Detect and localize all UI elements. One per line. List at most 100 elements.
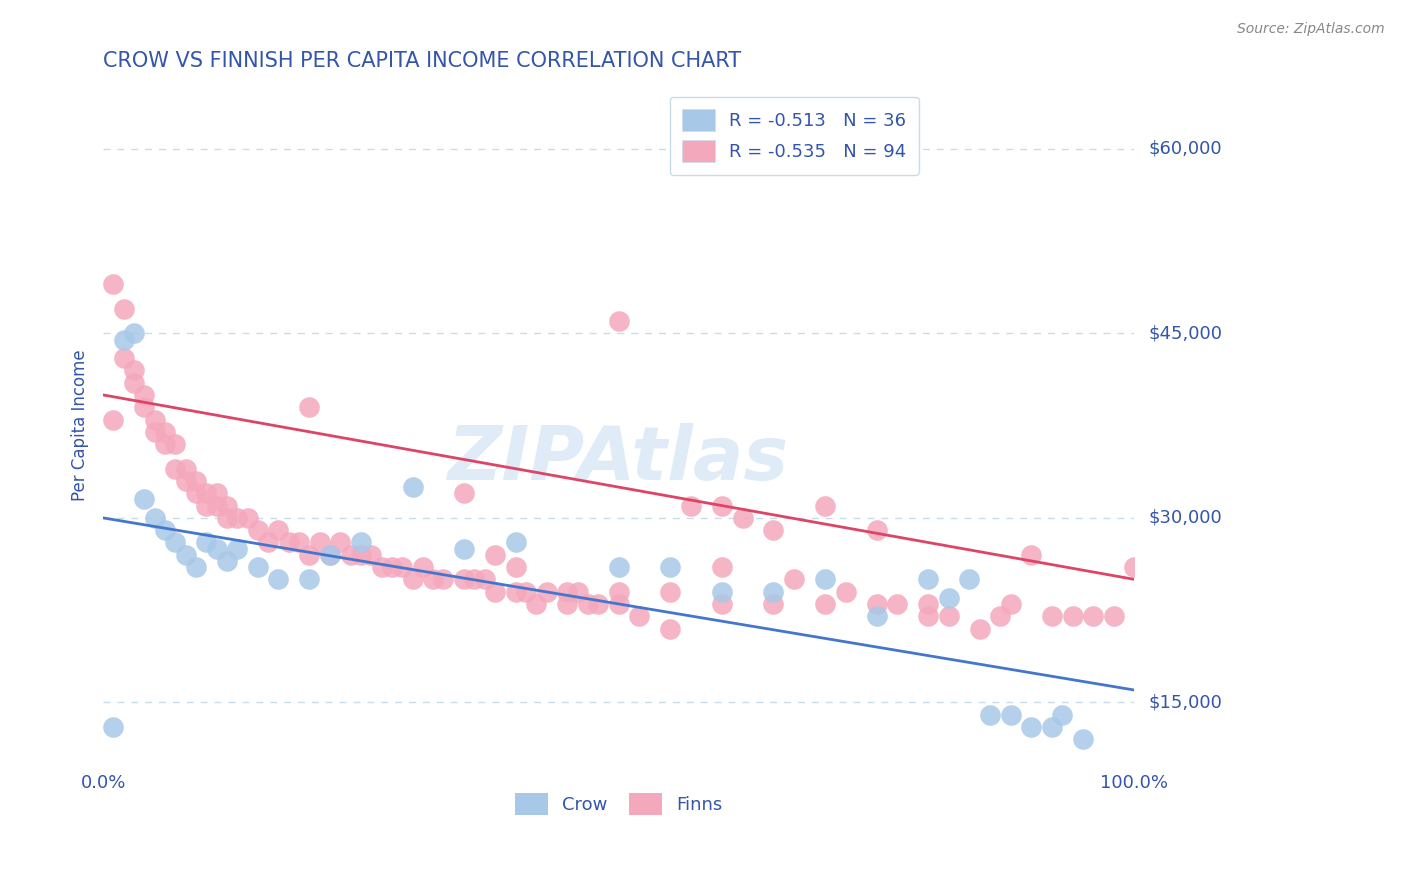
Point — [555, 597, 578, 611]
Point — [474, 573, 496, 587]
Point — [659, 560, 682, 574]
Point — [134, 492, 156, 507]
Point — [205, 499, 228, 513]
Point — [865, 609, 887, 624]
Point — [143, 511, 166, 525]
Point — [814, 499, 837, 513]
Point — [659, 622, 682, 636]
Point — [814, 573, 837, 587]
Point — [679, 499, 702, 513]
Point — [288, 535, 311, 549]
Point — [103, 277, 125, 292]
Point — [505, 535, 527, 549]
Point — [319, 548, 342, 562]
Point — [463, 573, 485, 587]
Point — [731, 511, 754, 525]
Point — [1081, 609, 1104, 624]
Point — [381, 560, 404, 574]
Point — [524, 597, 547, 611]
Point — [174, 474, 197, 488]
Point — [195, 535, 218, 549]
Point — [391, 560, 413, 574]
Text: ZIPAtlas: ZIPAtlas — [449, 423, 789, 496]
Point — [174, 461, 197, 475]
Point — [988, 609, 1011, 624]
Point — [422, 573, 444, 587]
Point — [350, 548, 373, 562]
Legend: Crow, Finns: Crow, Finns — [508, 786, 730, 822]
Point — [122, 326, 145, 341]
Point — [134, 401, 156, 415]
Point — [659, 584, 682, 599]
Text: CROW VS FINNISH PER CAPITA INCOME CORRELATION CHART: CROW VS FINNISH PER CAPITA INCOME CORREL… — [103, 51, 741, 70]
Point — [205, 486, 228, 500]
Point — [1019, 548, 1042, 562]
Point — [412, 560, 434, 574]
Point — [484, 548, 506, 562]
Point — [917, 597, 939, 611]
Point — [886, 597, 908, 611]
Point — [814, 597, 837, 611]
Point — [267, 523, 290, 537]
Point — [350, 535, 373, 549]
Point — [1123, 560, 1146, 574]
Point — [865, 597, 887, 611]
Point — [576, 597, 599, 611]
Text: $60,000: $60,000 — [1149, 140, 1222, 158]
Point — [277, 535, 299, 549]
Point — [783, 573, 806, 587]
Point — [298, 401, 321, 415]
Point — [103, 412, 125, 426]
Point — [143, 412, 166, 426]
Text: Source: ZipAtlas.com: Source: ZipAtlas.com — [1237, 22, 1385, 37]
Point — [205, 541, 228, 556]
Point — [484, 584, 506, 599]
Point — [555, 584, 578, 599]
Point — [226, 541, 249, 556]
Text: $45,000: $45,000 — [1149, 325, 1222, 343]
Point — [607, 314, 630, 328]
Point — [174, 548, 197, 562]
Point — [112, 351, 135, 365]
Point — [370, 560, 392, 574]
Point — [165, 437, 187, 451]
Point — [505, 560, 527, 574]
Text: $15,000: $15,000 — [1149, 693, 1222, 711]
Point — [453, 486, 475, 500]
Point — [567, 584, 589, 599]
Point — [762, 523, 785, 537]
Point — [453, 541, 475, 556]
Point — [184, 486, 207, 500]
Point — [246, 523, 269, 537]
Point — [762, 584, 785, 599]
Point — [586, 597, 609, 611]
Point — [401, 480, 423, 494]
Point — [1050, 707, 1073, 722]
Point — [1040, 609, 1063, 624]
Point — [865, 523, 887, 537]
Point — [267, 573, 290, 587]
Point — [628, 609, 651, 624]
Point — [298, 573, 321, 587]
Point — [246, 560, 269, 574]
Point — [153, 523, 176, 537]
Point — [401, 573, 423, 587]
Point — [938, 609, 960, 624]
Text: $30,000: $30,000 — [1149, 509, 1222, 527]
Point — [165, 535, 187, 549]
Point — [969, 622, 991, 636]
Point — [505, 584, 527, 599]
Point — [1000, 707, 1022, 722]
Point — [453, 573, 475, 587]
Point — [236, 511, 259, 525]
Point — [1071, 732, 1094, 747]
Point — [515, 584, 537, 599]
Point — [917, 573, 939, 587]
Point — [122, 363, 145, 377]
Point — [112, 301, 135, 316]
Point — [153, 425, 176, 439]
Y-axis label: Per Capita Income: Per Capita Income — [72, 350, 89, 501]
Point — [257, 535, 280, 549]
Point — [215, 499, 238, 513]
Point — [710, 584, 733, 599]
